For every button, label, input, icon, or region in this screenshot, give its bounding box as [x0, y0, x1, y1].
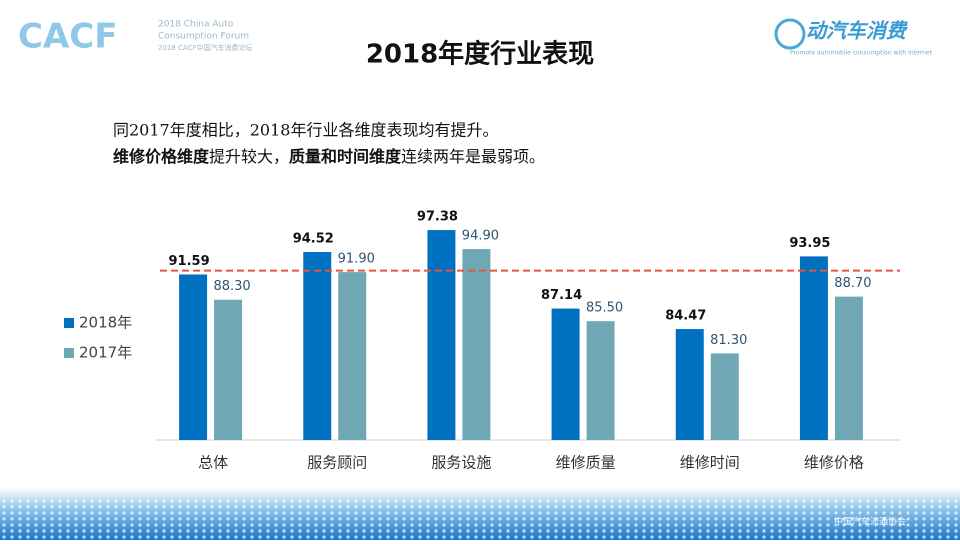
- summary-segment: 维修价格维度: [113, 147, 210, 166]
- data-label: 88.70: [834, 276, 871, 291]
- data-label: 91.90: [338, 252, 375, 267]
- x-tick-label: 维修质量: [556, 454, 616, 472]
- bar: [462, 249, 491, 440]
- summary-line: 维修价格维度提升较大，质量和时间维度连续两年是最弱项。: [113, 147, 545, 166]
- right-logo-sub: Promote automobile consumption with Inte…: [790, 50, 933, 57]
- legend-label: 2017年: [79, 344, 132, 362]
- legend-swatch: [64, 318, 74, 328]
- data-label: 87.14: [541, 288, 582, 303]
- data-label: 97.38: [417, 210, 458, 225]
- bar: [427, 230, 456, 440]
- data-label: 94.90: [462, 229, 499, 244]
- bar: [586, 321, 615, 440]
- summary-segment: 连续两年是最弱项。: [401, 147, 545, 166]
- bar: [834, 296, 863, 440]
- bar: [551, 308, 580, 440]
- legend-swatch: [64, 348, 74, 358]
- summary-line: 同2017年度相比，2018年行业各维度表现均有提升。: [113, 121, 498, 140]
- summary-segment: 提升较大，: [209, 147, 289, 166]
- data-label: 81.30: [710, 333, 747, 348]
- data-label: 88.30: [213, 279, 250, 294]
- left-logo-text: 2018 China Auto: [158, 20, 234, 30]
- legend-label: 2018年: [79, 314, 132, 332]
- summary-segment: 质量和时间维度: [289, 147, 402, 166]
- bar: [179, 274, 208, 440]
- data-label: 91.59: [169, 254, 210, 269]
- x-tick-label: 维修价格: [804, 454, 864, 472]
- x-tick-label: 服务顾问: [307, 454, 367, 472]
- left-logo-text: 2018 CACF中国汽车消费论坛: [158, 43, 253, 52]
- data-label: 85.50: [586, 301, 623, 316]
- bar: [303, 252, 332, 440]
- data-label: 93.95: [789, 236, 830, 251]
- bar: [710, 353, 739, 440]
- x-tick-label: 总体: [198, 454, 228, 472]
- data-label: 84.47: [665, 309, 706, 324]
- bar: [338, 272, 367, 440]
- right-logo-icon: [774, 18, 806, 50]
- right-logo: 动汽车消费: [806, 19, 908, 43]
- left-logo: CACF: [18, 17, 117, 57]
- bar: [214, 299, 243, 440]
- x-tick-label: 维修时间: [680, 454, 740, 472]
- footer-dots: [0, 496, 960, 540]
- left-logo-text: Consumption Forum: [158, 32, 249, 42]
- data-label: 94.52: [293, 232, 334, 247]
- bar: [799, 256, 828, 440]
- chart-title: 2018年度行业表现: [366, 39, 594, 70]
- footer-logo: 中国汽车流通协会: [834, 516, 906, 528]
- x-tick-label: 服务设施: [431, 454, 491, 472]
- bar: [675, 329, 704, 440]
